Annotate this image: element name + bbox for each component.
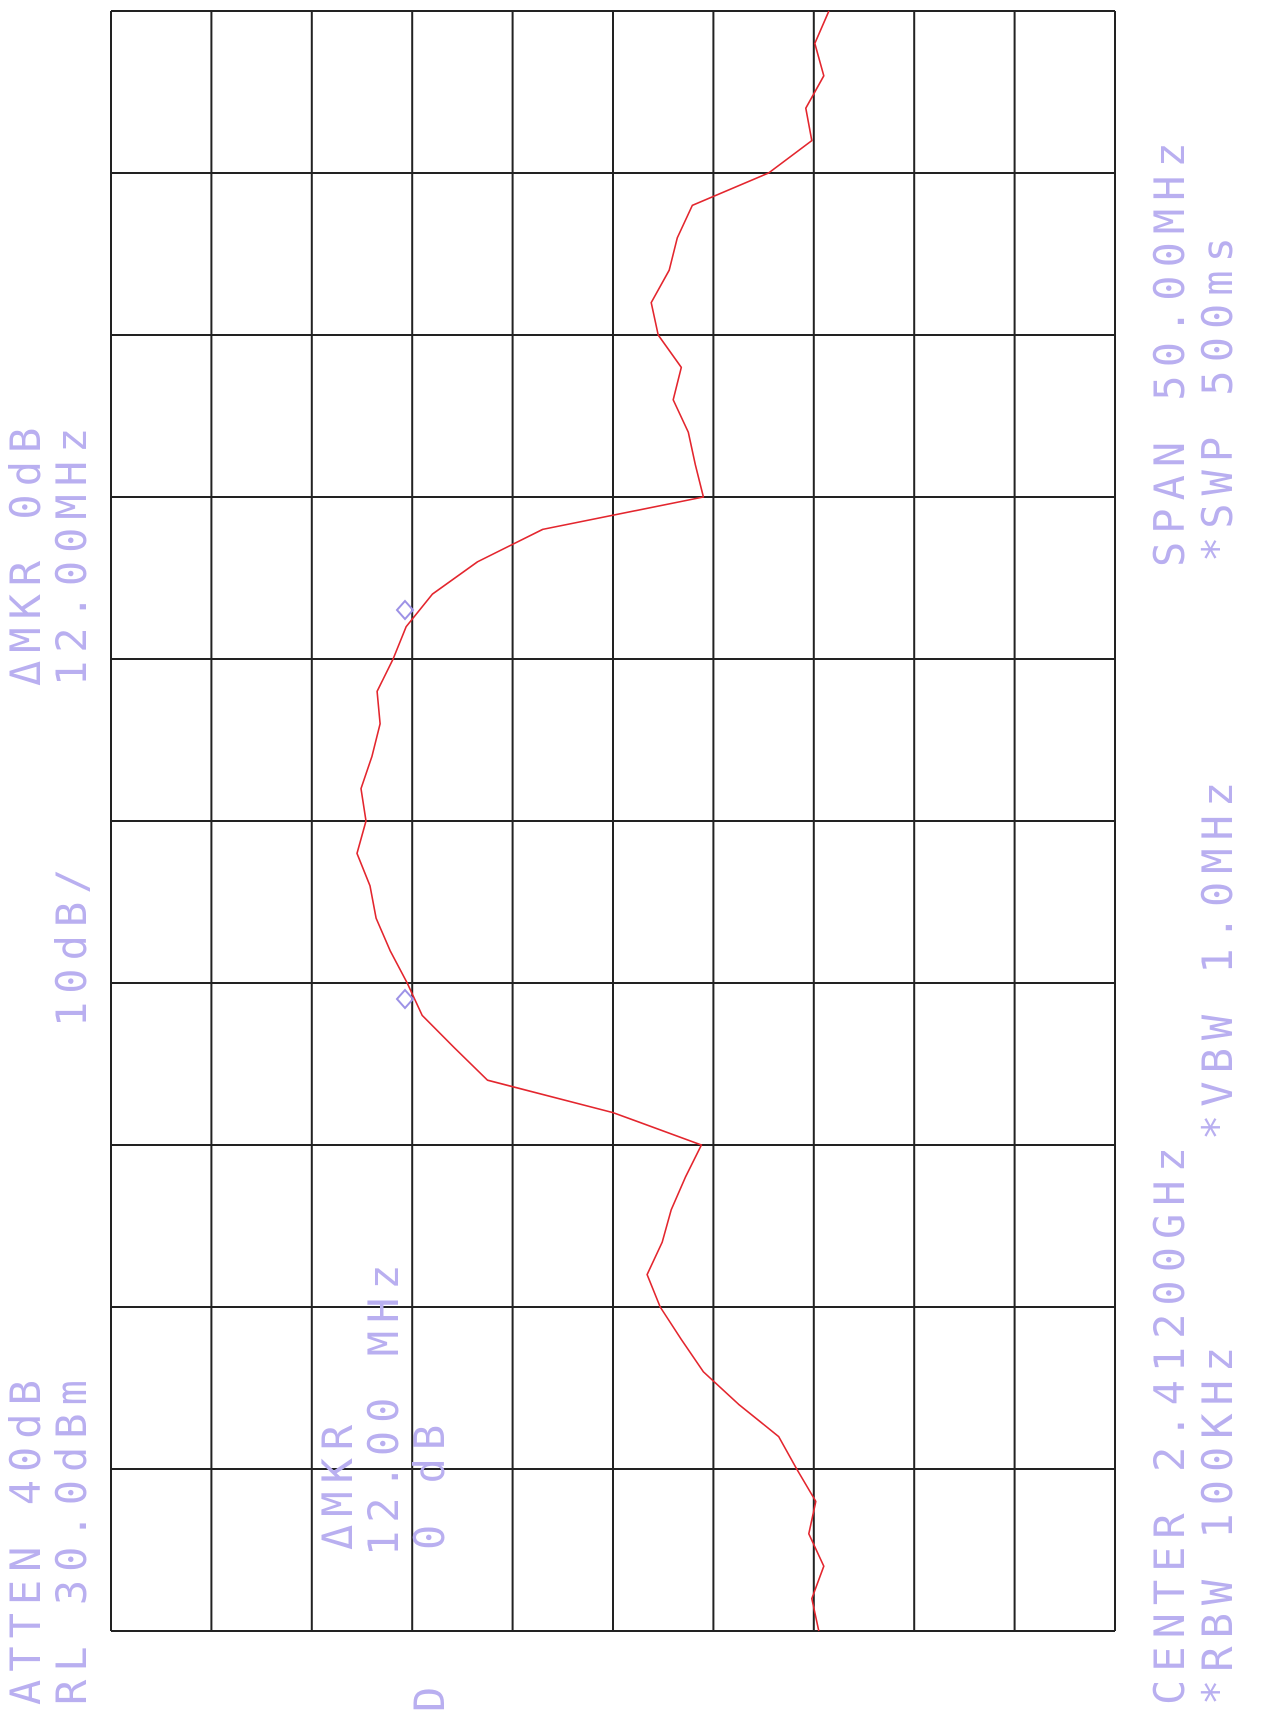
annotation: 12.00 MHz xyxy=(359,1256,408,1556)
annotation: RL 30.0dBm xyxy=(47,1372,96,1705)
annotation: D xyxy=(405,1679,454,1712)
annotation: CENTER 2.41200GHz xyxy=(1145,1139,1194,1705)
annotation: *SWP 500ms xyxy=(1193,229,1242,562)
trace xyxy=(356,10,830,1632)
marker-symbol xyxy=(395,988,415,1010)
annotation: *RBW 100KHz xyxy=(1193,1339,1242,1705)
annotation: 0 dB xyxy=(405,1417,454,1550)
annotation: SPAN 50.00MHz xyxy=(1145,134,1194,567)
annotation: 10dB/ xyxy=(47,861,96,1027)
annotation: ATTEN 40dB xyxy=(1,1372,50,1705)
annotation: *VBW 1.0MHz xyxy=(1193,774,1242,1140)
marker-symbol xyxy=(395,599,415,621)
annotation: ΔMKR 0dB xyxy=(1,420,50,686)
annotation: 12.00MHz xyxy=(47,420,96,686)
annotation: ΔMKR xyxy=(313,1417,362,1550)
